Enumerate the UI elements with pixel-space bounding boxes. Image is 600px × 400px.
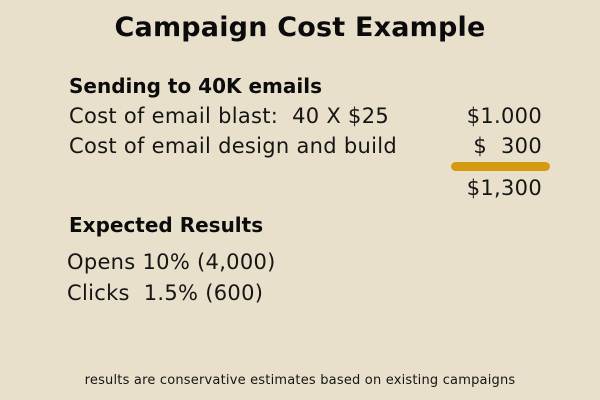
cost-row-label-blast: Cost of email blast: 40 X $25: [69, 104, 390, 128]
sending-heading: Sending to 40K emails: [69, 74, 322, 98]
total-amount: $1,300: [466, 176, 542, 200]
cost-row-label-design: Cost of email design and build: [69, 134, 398, 158]
result-opens: Opens 10% (4,000): [67, 250, 276, 274]
total-underline: [451, 162, 550, 171]
footnote: results are conservative estimates based…: [84, 373, 516, 388]
cost-row-amount-design: $ 300: [473, 134, 542, 158]
cost-row-amount-blast: $1.000: [466, 104, 542, 128]
results-heading: Expected Results: [69, 213, 264, 237]
result-clicks: Clicks 1.5% (600): [67, 281, 264, 305]
page-title: Campaign Cost Example: [114, 12, 486, 43]
